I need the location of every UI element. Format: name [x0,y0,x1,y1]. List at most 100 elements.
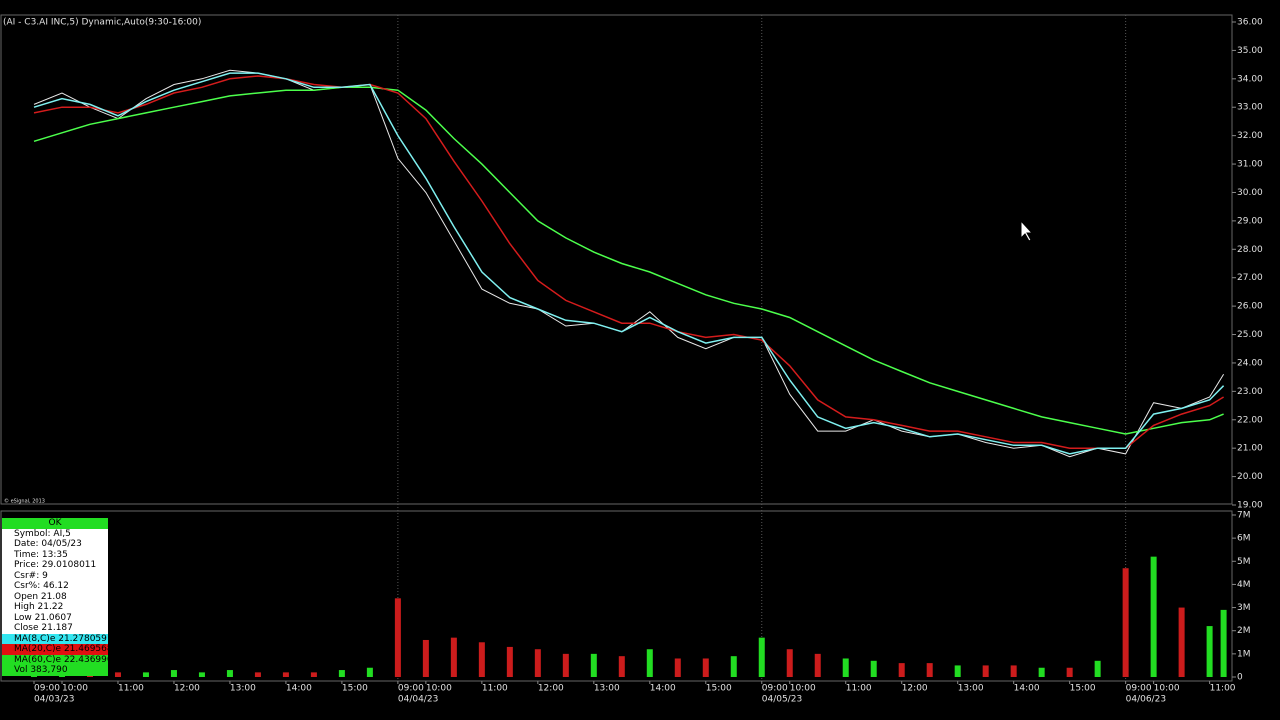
volume-bar [310,672,317,677]
volume-bar [702,658,709,677]
y-tick-label: 31.00 [1237,160,1263,170]
x-tick-label: 09:00 [1126,684,1152,694]
volume-bar [618,656,625,677]
volume-bar [786,649,793,677]
y-tick-label: 29.00 [1237,216,1263,226]
volume-bar [142,672,149,677]
y-tick-label: 23.00 [1237,387,1263,397]
volume-bar [114,672,121,677]
x-tick-label: 14:00 [286,684,312,694]
volume-bar [534,649,541,677]
volume-bar [1066,667,1073,677]
volume-bar [198,672,205,677]
x-tick-label: 12:00 [174,684,200,694]
info-row: Date: 04/05/23 [14,539,82,549]
x-tick-label: 11:00 [1210,684,1236,694]
date-label: 04/03/23 [34,695,74,705]
volume-bar [562,653,569,677]
series-line [33,86,1224,435]
volume-bar [814,653,821,677]
date-label: 04/06/23 [1126,695,1166,705]
volume-tick-label: 3M [1237,603,1251,613]
x-tick-label: 11:00 [846,684,872,694]
volume-bar [730,656,737,677]
volume-bar [1150,556,1157,677]
x-tick-label: 11:00 [482,684,508,694]
info-status: OK [2,518,108,529]
series-line [33,72,1225,455]
x-tick-label: 10:00 [790,684,816,694]
y-tick-label: 25.00 [1237,330,1263,340]
info-row: Open 21.08 [14,591,67,602]
y-tick-label: 34.00 [1237,74,1263,84]
info-row: Time: 13:35 [14,549,68,560]
volume-bar [1178,607,1185,677]
info-row: High 21.22 [14,602,64,612]
volume-bar [842,658,849,677]
volume-bar [450,637,457,677]
y-tick-label: 20.00 [1237,472,1263,482]
y-tick-label: 27.00 [1237,273,1263,283]
info-row: Csr#: 9 [14,570,48,581]
volume-panel [0,510,1233,682]
volume-bar [478,642,485,677]
volume-bar [926,663,933,677]
mouse-cursor [1020,219,1034,242]
x-tick-label: 10:00 [62,684,88,694]
volume-bar [758,637,765,677]
y-tick-label: 30.00 [1237,188,1263,198]
volume-tick-label: 0 [1237,673,1243,683]
y-tick-label: 32.00 [1237,131,1263,141]
info-row: Price: 29.0108011 [14,560,97,570]
volume-bar [982,665,989,677]
x-tick-label: 13:00 [594,684,620,694]
date-label: 04/04/23 [398,695,438,705]
info-ma-row: MA(20,C)e 21.469568 [2,644,113,655]
volume-bar [338,670,345,677]
x-tick-label: 14:00 [1014,684,1040,694]
x-tick-label: 13:00 [958,684,984,694]
volume-bar [254,672,261,677]
volume-bar [646,649,653,677]
x-tick-label: 15:00 [706,684,732,694]
x-tick-label: 13:00 [230,684,256,694]
volume-bar [898,663,905,677]
volume-bar [1010,665,1017,677]
x-tick-label: 09:00 [762,684,788,694]
x-tick-label: 10:00 [426,684,452,694]
volume-bar [870,660,877,677]
x-tick-label: 10:00 [1154,684,1180,694]
volume-bar [1220,609,1227,677]
x-tick-label: 09:00 [34,684,60,694]
info-box: OK Symbol: AI,5 Date: 04/05/23 Time: 13:35… [2,518,113,676]
volume-bar [394,598,401,677]
y-tick-label: 36.00 [1237,18,1263,28]
volume-bar [1206,626,1213,677]
volume-bar [1122,568,1129,677]
y-tick-label: 26.00 [1237,302,1263,312]
x-tick-label: 12:00 [538,684,564,694]
x-tick-label: 15:00 [342,684,368,694]
info-row: Symbol: AI,5 [14,528,71,539]
x-tick-label: 14:00 [650,684,676,694]
y-tick-label: 19.00 [1237,501,1263,511]
volume-bar [170,670,177,677]
volume-bar [674,658,681,677]
x-tick-label: 12:00 [902,684,928,694]
volume-bar [226,670,233,677]
volume-tick-label: 4M [1237,580,1251,590]
y-tick-label: 22.00 [1237,415,1263,425]
x-tick-label: 09:00 [398,684,424,694]
volume-bar [366,667,373,677]
price-panel [0,14,1233,505]
volume-bar [282,672,289,677]
date-label: 04/05/23 [762,695,802,705]
info-row: Close 21.187 [14,623,73,633]
info-vol-row: Vol 383,790 [2,665,108,676]
volume-bar [1038,667,1045,677]
y-tick-label: 33.00 [1237,103,1263,113]
volume-tick-label: 6M [1237,534,1251,544]
chart-title: (AI - C3.AI INC,5) Dynamic,Auto(9:30-16:… [3,18,201,28]
